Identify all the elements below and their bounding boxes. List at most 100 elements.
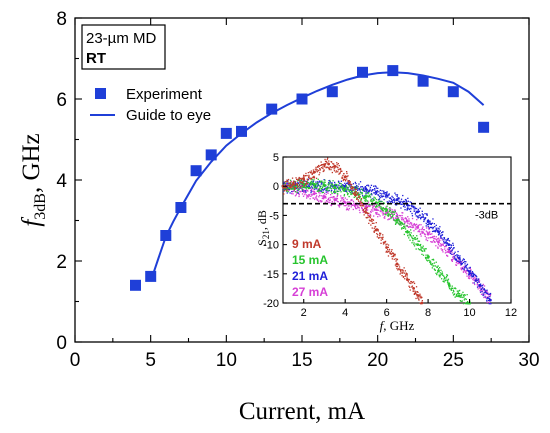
- inset-point: [398, 268, 400, 270]
- inset-point: [452, 289, 455, 291]
- inset-point: [325, 184, 327, 186]
- inset-point: [386, 201, 388, 203]
- inset-point: [363, 214, 365, 216]
- inset-point: [461, 261, 463, 263]
- inset-point: [300, 190, 302, 192]
- inset-point: [421, 250, 423, 252]
- inset-point: [355, 188, 357, 190]
- inset-point: [321, 180, 323, 182]
- inset-point: [457, 254, 459, 257]
- main-x-tick-label: 30: [518, 350, 539, 371]
- inset-point: [320, 180, 322, 182]
- inset-point: [317, 182, 319, 184]
- inset-point: [371, 218, 373, 220]
- main-x-tick-label: 0: [70, 350, 81, 371]
- inset-point: [310, 189, 313, 191]
- inset-point: [284, 182, 286, 185]
- inset-point: [385, 250, 388, 252]
- inset-point: [315, 177, 318, 179]
- inset-point: [383, 212, 385, 214]
- inset-point: [343, 173, 345, 175]
- inset-point: [404, 278, 406, 280]
- inset-point: [348, 180, 350, 182]
- inset-point: [407, 200, 409, 202]
- inset-point: [474, 277, 476, 279]
- inset-point: [375, 213, 378, 215]
- inset-point: [454, 296, 456, 298]
- inset-point: [411, 212, 413, 215]
- inset-point: [442, 280, 445, 282]
- inset-point: [472, 272, 474, 274]
- inset-point: [453, 256, 455, 258]
- inset-point: [300, 185, 302, 188]
- inset-point: [415, 207, 418, 210]
- inset-point: [417, 248, 420, 250]
- inset-point: [378, 205, 381, 207]
- inset-point: [476, 278, 478, 281]
- inset-point: [420, 248, 422, 250]
- inset-point: [347, 209, 350, 211]
- inset-point: [400, 198, 403, 200]
- inset-point: [365, 198, 367, 200]
- inset-point: [310, 183, 313, 185]
- inset-point: [420, 224, 422, 226]
- inset-point: [469, 273, 471, 275]
- inset-point: [404, 206, 406, 208]
- inset-point: [348, 195, 350, 198]
- inset-point: [430, 263, 432, 265]
- inset-point: [420, 303, 422, 305]
- inset-point: [359, 191, 362, 194]
- inset-point: [320, 183, 322, 185]
- inset-point: [421, 213, 423, 215]
- inset-point: [464, 261, 466, 263]
- inset-point: [308, 176, 310, 178]
- inset-point: [335, 183, 337, 186]
- main-ticks: [74, 17, 530, 343]
- inset-point: [392, 215, 394, 217]
- inset-point: [335, 170, 338, 172]
- inset-point: [369, 188, 371, 190]
- inset-point: [343, 198, 345, 201]
- inset-point: [481, 289, 483, 292]
- inset-point: [306, 197, 308, 199]
- inset-point: [402, 217, 404, 219]
- experiment-point: [220, 127, 232, 139]
- inset-point: [419, 244, 421, 246]
- inset-point: [460, 296, 463, 298]
- inset-point: [367, 201, 370, 203]
- inset-point: [388, 193, 390, 195]
- inset-point: [413, 206, 415, 208]
- inset-point: [334, 181, 336, 184]
- inset-point: [390, 200, 392, 203]
- inset-point: [357, 192, 360, 194]
- inset-point: [354, 188, 356, 190]
- inset-point: [306, 178, 308, 180]
- inset-point: [459, 261, 461, 263]
- inset-point: [441, 273, 443, 275]
- inset-point: [352, 192, 354, 194]
- inset-point: [424, 233, 426, 236]
- inset-point: [425, 254, 427, 256]
- inset-point: [439, 226, 441, 228]
- inset-point: [480, 293, 483, 295]
- inset-point: [379, 215, 381, 217]
- inset-point: [329, 187, 331, 189]
- inset-point: [289, 179, 292, 181]
- inset-point: [458, 290, 460, 292]
- inset-point: [340, 191, 342, 193]
- inset-point: [365, 192, 367, 195]
- inset-point: [391, 195, 393, 197]
- inset-point: [299, 186, 302, 188]
- inset-point: [342, 185, 344, 188]
- inset-point: [319, 185, 321, 187]
- inset-series-15-ma: [281, 178, 471, 305]
- inset-point: [377, 202, 379, 204]
- inset-point: [324, 181, 326, 183]
- inset-point: [374, 187, 376, 190]
- inset-point: [344, 190, 346, 192]
- inset-point: [431, 267, 433, 269]
- inset-point: [472, 275, 475, 278]
- inset-point: [384, 217, 386, 219]
- inset-point: [378, 213, 380, 216]
